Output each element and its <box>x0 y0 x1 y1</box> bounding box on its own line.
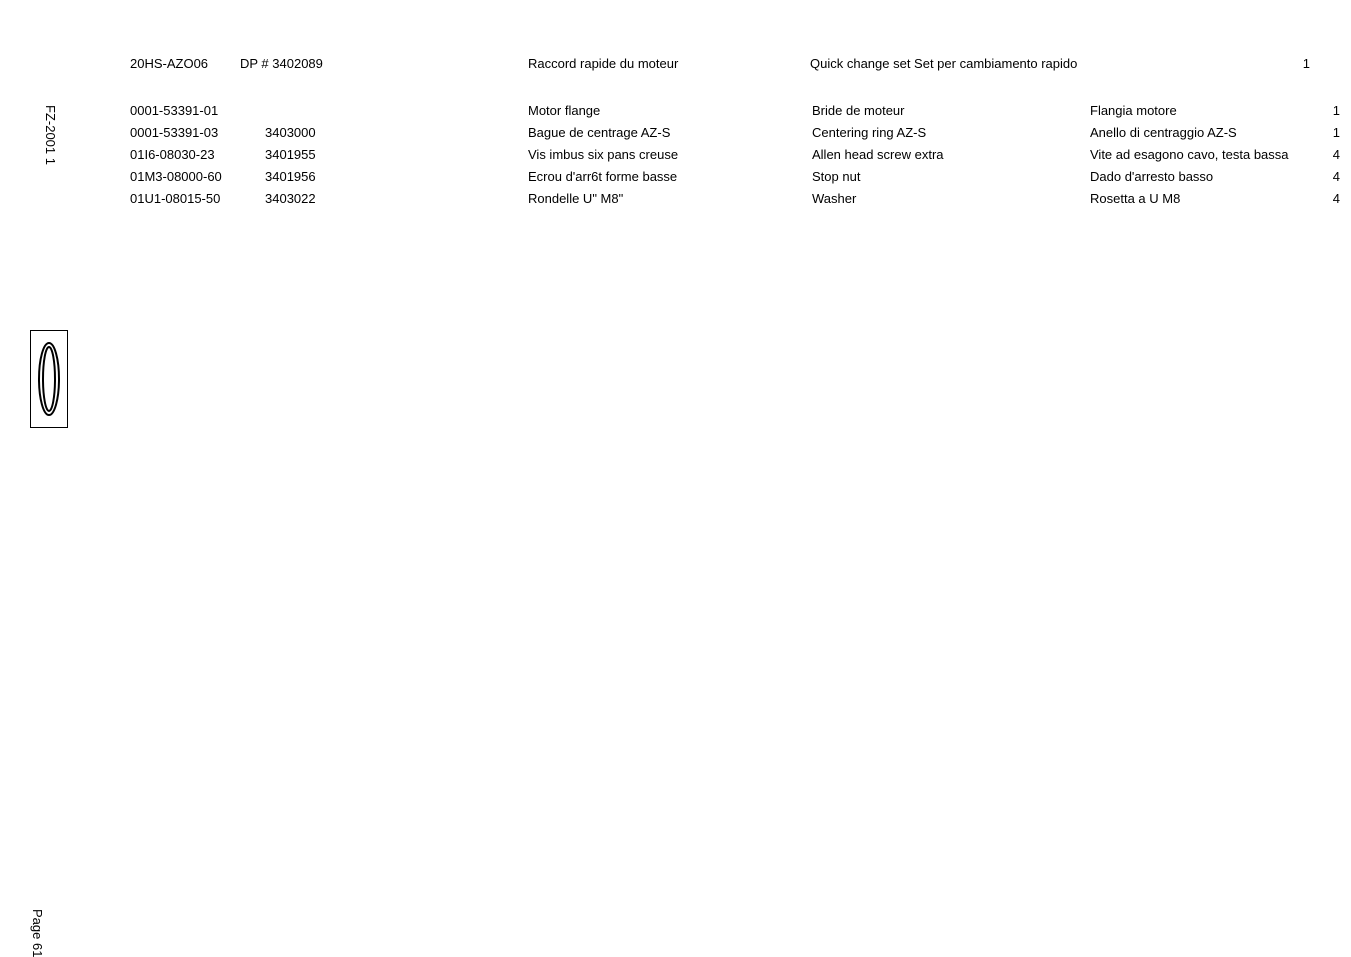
cell-desc-it: Vite ad esagono cavo, testa bassa <box>1090 144 1330 166</box>
cell-desc-en: Bride de moteur <box>812 100 1072 122</box>
cell-qty: 4 <box>1320 144 1340 166</box>
cell-qty: 4 <box>1320 166 1340 188</box>
cell-alt-no: 3401955 <box>265 144 365 166</box>
cell-part-no: 0001-53391-03 <box>130 122 270 144</box>
page-number: Page 61 <box>30 909 45 957</box>
cell-desc-fr: Bague de centrage AZ-S <box>528 122 788 144</box>
cell-desc-fr: Rondelle U" M8" <box>528 188 788 210</box>
clip-icon-box <box>30 330 68 428</box>
cell-alt-no: 3403000 <box>265 122 365 144</box>
table-row: 0001-53391-03 3403000 Bague de centrage … <box>130 122 1341 144</box>
table-row: 0001-53391-01 Motor flange Bride de mote… <box>130 100 1341 122</box>
cell-desc-en: Washer <box>812 188 1072 210</box>
cell-alt-no: 3401956 <box>265 166 365 188</box>
table-row: 01M3-08000-60 3401956 Ecrou d'arr6t form… <box>130 166 1341 188</box>
cell-part-no: 01I6-08030-23 <box>130 144 270 166</box>
header-en-it: Quick change set Set per cambiamento rap… <box>810 56 1260 71</box>
cell-desc-it: Rosetta a U M8 <box>1090 188 1330 210</box>
cell-part-no: 01U1-08015-50 <box>130 188 270 210</box>
cell-part-no: 01M3-08000-60 <box>130 166 270 188</box>
cell-qty: 1 <box>1320 100 1340 122</box>
clip-icon <box>36 339 62 419</box>
table-row: 01U1-08015-50 3403022 Rondelle U" M8" Wa… <box>130 188 1341 210</box>
header-fr: Raccord rapide du moteur <box>528 56 808 71</box>
cell-part-no: 0001-53391-01 <box>130 100 270 122</box>
cell-desc-en: Stop nut <box>812 166 1072 188</box>
table-row: 01I6-08030-23 3401955 Vis imbus six pans… <box>130 144 1341 166</box>
header-dp: DP # 3402089 <box>240 56 380 71</box>
cell-desc-fr: Motor flange <box>528 100 788 122</box>
doc-id: FZ-2001 1 <box>43 105 58 165</box>
cell-desc-en: Centering ring AZ-S <box>812 122 1072 144</box>
cell-alt-no: 3403022 <box>265 188 365 210</box>
table-header: 20HS-AZO06 DP # 3402089 Raccord rapide d… <box>130 56 1331 80</box>
header-qty: 1 <box>1280 56 1310 71</box>
cell-desc-fr: Vis imbus six pans creuse <box>528 144 788 166</box>
cell-desc-fr: Ecrou d'arr6t forme basse <box>528 166 788 188</box>
table-body: 0001-53391-01 Motor flange Bride de mote… <box>130 100 1341 210</box>
cell-desc-it: Dado d'arresto basso <box>1090 166 1330 188</box>
cell-desc-it: Flangia motore <box>1090 100 1330 122</box>
cell-desc-en: Allen head screw extra <box>812 144 1072 166</box>
cell-qty: 4 <box>1320 188 1340 210</box>
cell-qty: 1 <box>1320 122 1340 144</box>
cell-desc-it: Anello di centraggio AZ-S <box>1090 122 1330 144</box>
